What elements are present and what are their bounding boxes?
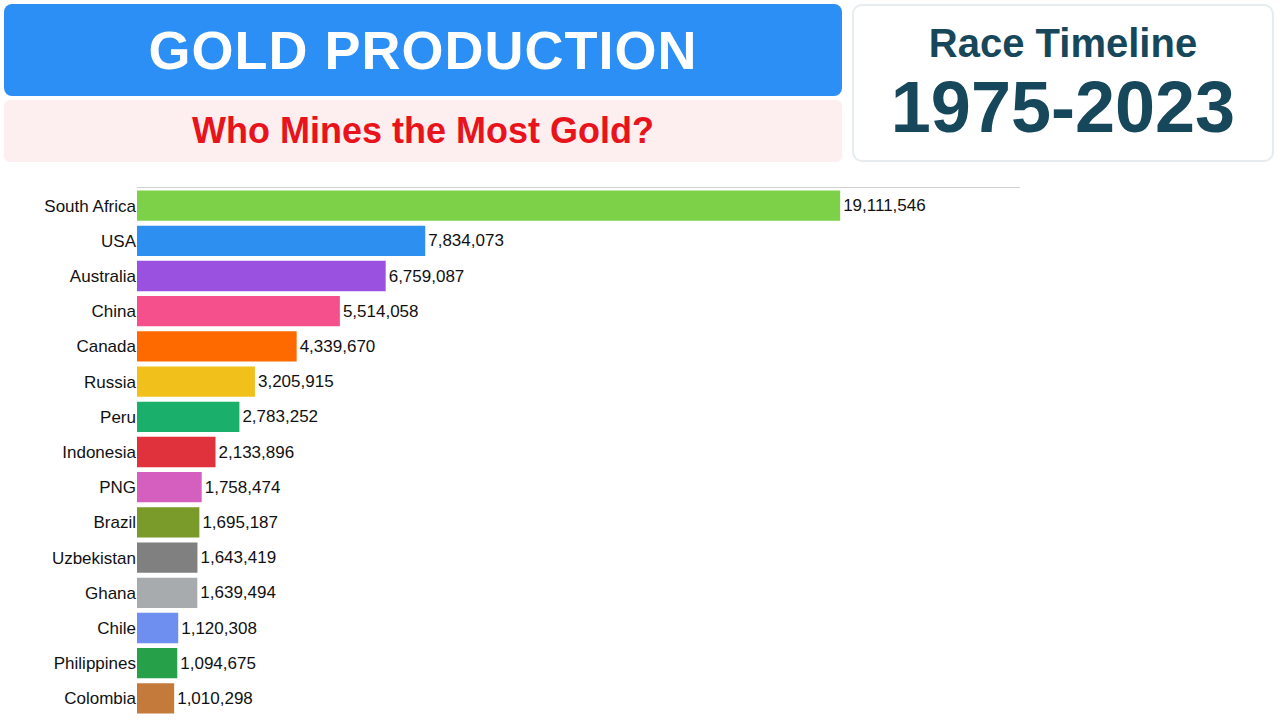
html-text:Race Timeline: Race Timeline (928, 21, 1198, 65)
svg-text:Chile: Chile (97, 619, 136, 638)
svg-text:4,339,670: 4,339,670 (300, 337, 376, 356)
svg-text:South Africa: South Africa (44, 197, 136, 216)
svg-text:5,514,058: 5,514,058 (343, 302, 419, 321)
svg-text:19,111,546: 19,111,546 (843, 196, 926, 215)
svg-text:Russia: Russia (84, 373, 137, 392)
svg-text:2,783,252: 2,783,252 (242, 407, 318, 426)
svg-text:7,834,073: 7,834,073 (428, 231, 504, 250)
svg-text:3,205,915: 3,205,915 (258, 372, 334, 391)
svg-text:1,120,308: 1,120,308 (181, 619, 257, 638)
html-text:Who Mines the Most Gold?: Who Mines the Most Gold? (192, 110, 654, 151)
svg-text:Canada: Canada (76, 337, 136, 356)
svg-text:Ghana: Ghana (85, 584, 137, 603)
svg-text:1,094,675: 1,094,675 (180, 654, 256, 673)
svg-text:USA: USA (101, 232, 137, 251)
svg-text:Philippines: Philippines (54, 654, 136, 673)
svg-text:Brazil: Brazil (93, 513, 136, 532)
svg-text:1,758,474: 1,758,474 (205, 478, 281, 497)
svg-text:1,643,419: 1,643,419 (200, 548, 276, 567)
svg-text:China: China (92, 302, 137, 321)
svg-text:1,639,494: 1,639,494 (200, 583, 276, 602)
svg-text:2,133,896: 2,133,896 (219, 443, 295, 462)
svg-text:6,759,087: 6,759,087 (389, 267, 465, 286)
svg-text:Australia: Australia (70, 267, 137, 286)
svg-text:Colombia: Colombia (64, 689, 136, 708)
svg-text:Peru: Peru (100, 408, 136, 427)
svg-text:Uzbekistan: Uzbekistan (52, 549, 136, 568)
html-text:1975-2023: 1975-2023 (890, 67, 1236, 147)
html-text:GOLD PRODUCTION: GOLD PRODUCTION (148, 20, 698, 80)
svg-text:1,010,298: 1,010,298 (177, 689, 253, 708)
svg-text:Indonesia: Indonesia (62, 443, 136, 462)
svg-text:PNG: PNG (99, 478, 136, 497)
svg-text:1,695,187: 1,695,187 (202, 513, 278, 532)
